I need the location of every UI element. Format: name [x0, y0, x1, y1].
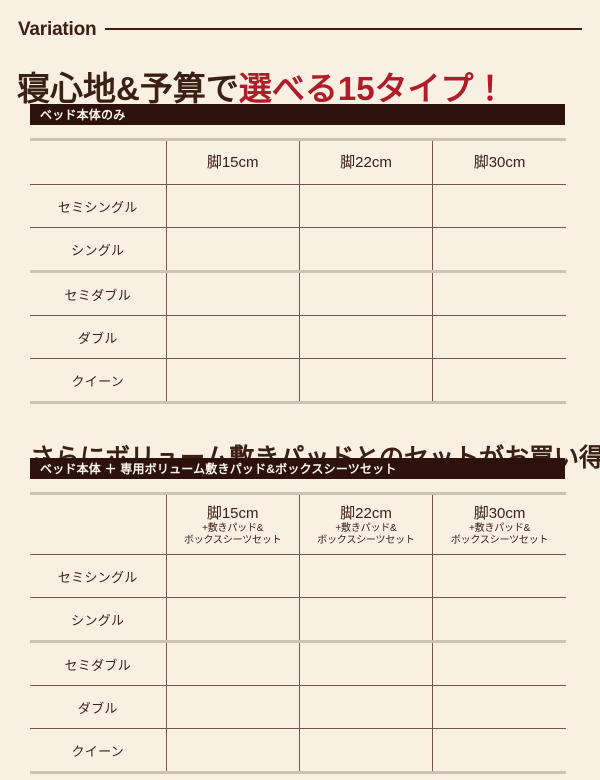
cell-double-leg22[interactable] [298, 315, 433, 359]
column-header-leg30: 脚30cm [432, 138, 566, 185]
cell-single-leg15[interactable] [165, 227, 300, 272]
page-title-lead: 寝心地&予算で [17, 70, 239, 108]
cell-set-semi-single-leg30[interactable] [432, 554, 566, 598]
cell-set-semi-double-leg30[interactable] [432, 640, 566, 686]
cell-set-queen-leg22[interactable] [298, 728, 433, 774]
section1-caption-bar: ベッド本体のみ [30, 104, 565, 125]
column-header-leg30-main: 脚30cm [473, 154, 526, 171]
page-title-accent: 選べる15タイプ！ [238, 70, 507, 108]
cell-single-leg22[interactable] [298, 227, 433, 272]
row-label-queen: クイーン [30, 358, 167, 404]
cell-set-semi-double-leg22[interactable] [298, 640, 433, 686]
column-header-leg15-main: 脚15cm [206, 154, 259, 171]
column-header-leg22-set-main: 脚22cm [340, 505, 392, 522]
table-row: クイーン [30, 728, 566, 774]
row-label-semi-single: セミシングル [30, 554, 167, 598]
cell-set-single-leg22[interactable] [298, 597, 433, 642]
cell-queen-leg30[interactable] [432, 358, 566, 404]
table-row: シングル [30, 597, 566, 642]
table-row: ダブル [30, 685, 566, 729]
cell-set-queen-leg15[interactable] [165, 728, 300, 774]
cell-double-leg15[interactable] [165, 315, 300, 359]
cell-semi-double-leg22[interactable] [298, 270, 433, 316]
cell-semi-double-leg30[interactable] [432, 270, 566, 316]
column-header-leg22-set: 脚22cm +敷きパッド& ボックスシーツセット [298, 492, 433, 555]
table-row: クイーン [30, 358, 566, 404]
section2-caption-bar: ベッド本体 ＋ 専用ボリューム敷きパッド&ボックスシーツセット [30, 458, 565, 479]
variation-table-body-only: 脚15cm 脚22cm 脚30cm セミシングル シングル セミダブル [30, 138, 566, 404]
cell-single-leg30[interactable] [432, 227, 566, 272]
cell-semi-single-leg22[interactable] [298, 184, 433, 228]
table-row: セミシングル [30, 184, 566, 228]
cell-set-semi-single-leg15[interactable] [165, 554, 300, 598]
variation-label: Variation [18, 18, 97, 40]
table-row: シングル [30, 227, 566, 272]
cell-set-semi-single-leg22[interactable] [298, 554, 433, 598]
column-header-leg15-set-sub2: ボックスシーツセット [183, 535, 282, 546]
cell-set-semi-double-leg15[interactable] [165, 640, 300, 686]
row-label-single: シングル [30, 597, 167, 642]
table-row: セミダブル [30, 640, 566, 686]
variation-eyebrow: Variation [18, 17, 582, 41]
column-header-leg15: 脚15cm [165, 138, 300, 185]
cell-semi-single-leg30[interactable] [432, 184, 566, 228]
cell-set-double-leg22[interactable] [298, 685, 433, 729]
table-corner-header [30, 138, 167, 185]
cell-queen-leg22[interactable] [298, 358, 433, 404]
column-header-leg15-set: 脚15cm +敷きパッド& ボックスシーツセット [165, 492, 300, 555]
column-header-leg22-set-sub1: +敷きパッド& [335, 523, 397, 534]
cell-set-queen-leg30[interactable] [432, 728, 566, 774]
variation-table-with-pad-set: 脚15cm +敷きパッド& ボックスシーツセット 脚22cm +敷きパッド& ボ… [30, 492, 566, 774]
column-header-leg30-set-main: 脚30cm [473, 505, 526, 522]
column-header-leg22-set-sub2: ボックスシーツセット [317, 535, 415, 546]
cell-queen-leg15[interactable] [165, 358, 300, 404]
cell-set-double-leg15[interactable] [165, 685, 300, 729]
cell-semi-double-leg15[interactable] [165, 270, 300, 316]
column-header-leg22-main: 脚22cm [340, 154, 392, 171]
row-label-double: ダブル [30, 315, 167, 359]
table-header-row: 脚15cm +敷きパッド& ボックスシーツセット 脚22cm +敷きパッド& ボ… [30, 492, 566, 555]
row-label-queen: クイーン [30, 728, 167, 774]
cell-set-single-leg15[interactable] [165, 597, 300, 642]
row-label-semi-double: セミダブル [30, 270, 167, 316]
page-title: 寝心地&予算で選べる15タイプ！ [17, 67, 507, 110]
cell-double-leg30[interactable] [432, 315, 566, 359]
table-row: セミダブル [30, 270, 566, 316]
cell-semi-single-leg15[interactable] [165, 184, 300, 228]
table-row: ダブル [30, 315, 566, 359]
row-label-semi-single: セミシングル [30, 184, 167, 228]
column-header-leg15-set-main: 脚15cm [206, 505, 259, 522]
section2-caption-text: ベッド本体 ＋ 専用ボリューム敷きパッド&ボックスシーツセット [40, 461, 397, 476]
table-header-row: 脚15cm 脚22cm 脚30cm [30, 138, 566, 185]
table-row: セミシングル [30, 554, 566, 598]
column-header-leg15-set-sub1: +敷きパッド& [202, 523, 264, 534]
row-label-semi-double: セミダブル [30, 640, 167, 686]
section1-caption-text: ベッド本体のみ [40, 107, 126, 122]
cell-set-single-leg30[interactable] [432, 597, 566, 642]
column-header-leg30-set-sub2: ボックスシーツセット [450, 535, 549, 546]
column-header-leg30-set-sub1: +敷きパッド& [469, 523, 531, 534]
column-header-leg30-set: 脚30cm +敷きパッド& ボックスシーツセット [432, 492, 566, 555]
table-corner-header [30, 492, 167, 555]
eyebrow-divider-rule [105, 28, 582, 30]
column-header-leg22: 脚22cm [298, 138, 433, 185]
row-label-double: ダブル [30, 685, 167, 729]
cell-set-double-leg30[interactable] [432, 685, 566, 729]
row-label-single: シングル [30, 227, 167, 272]
